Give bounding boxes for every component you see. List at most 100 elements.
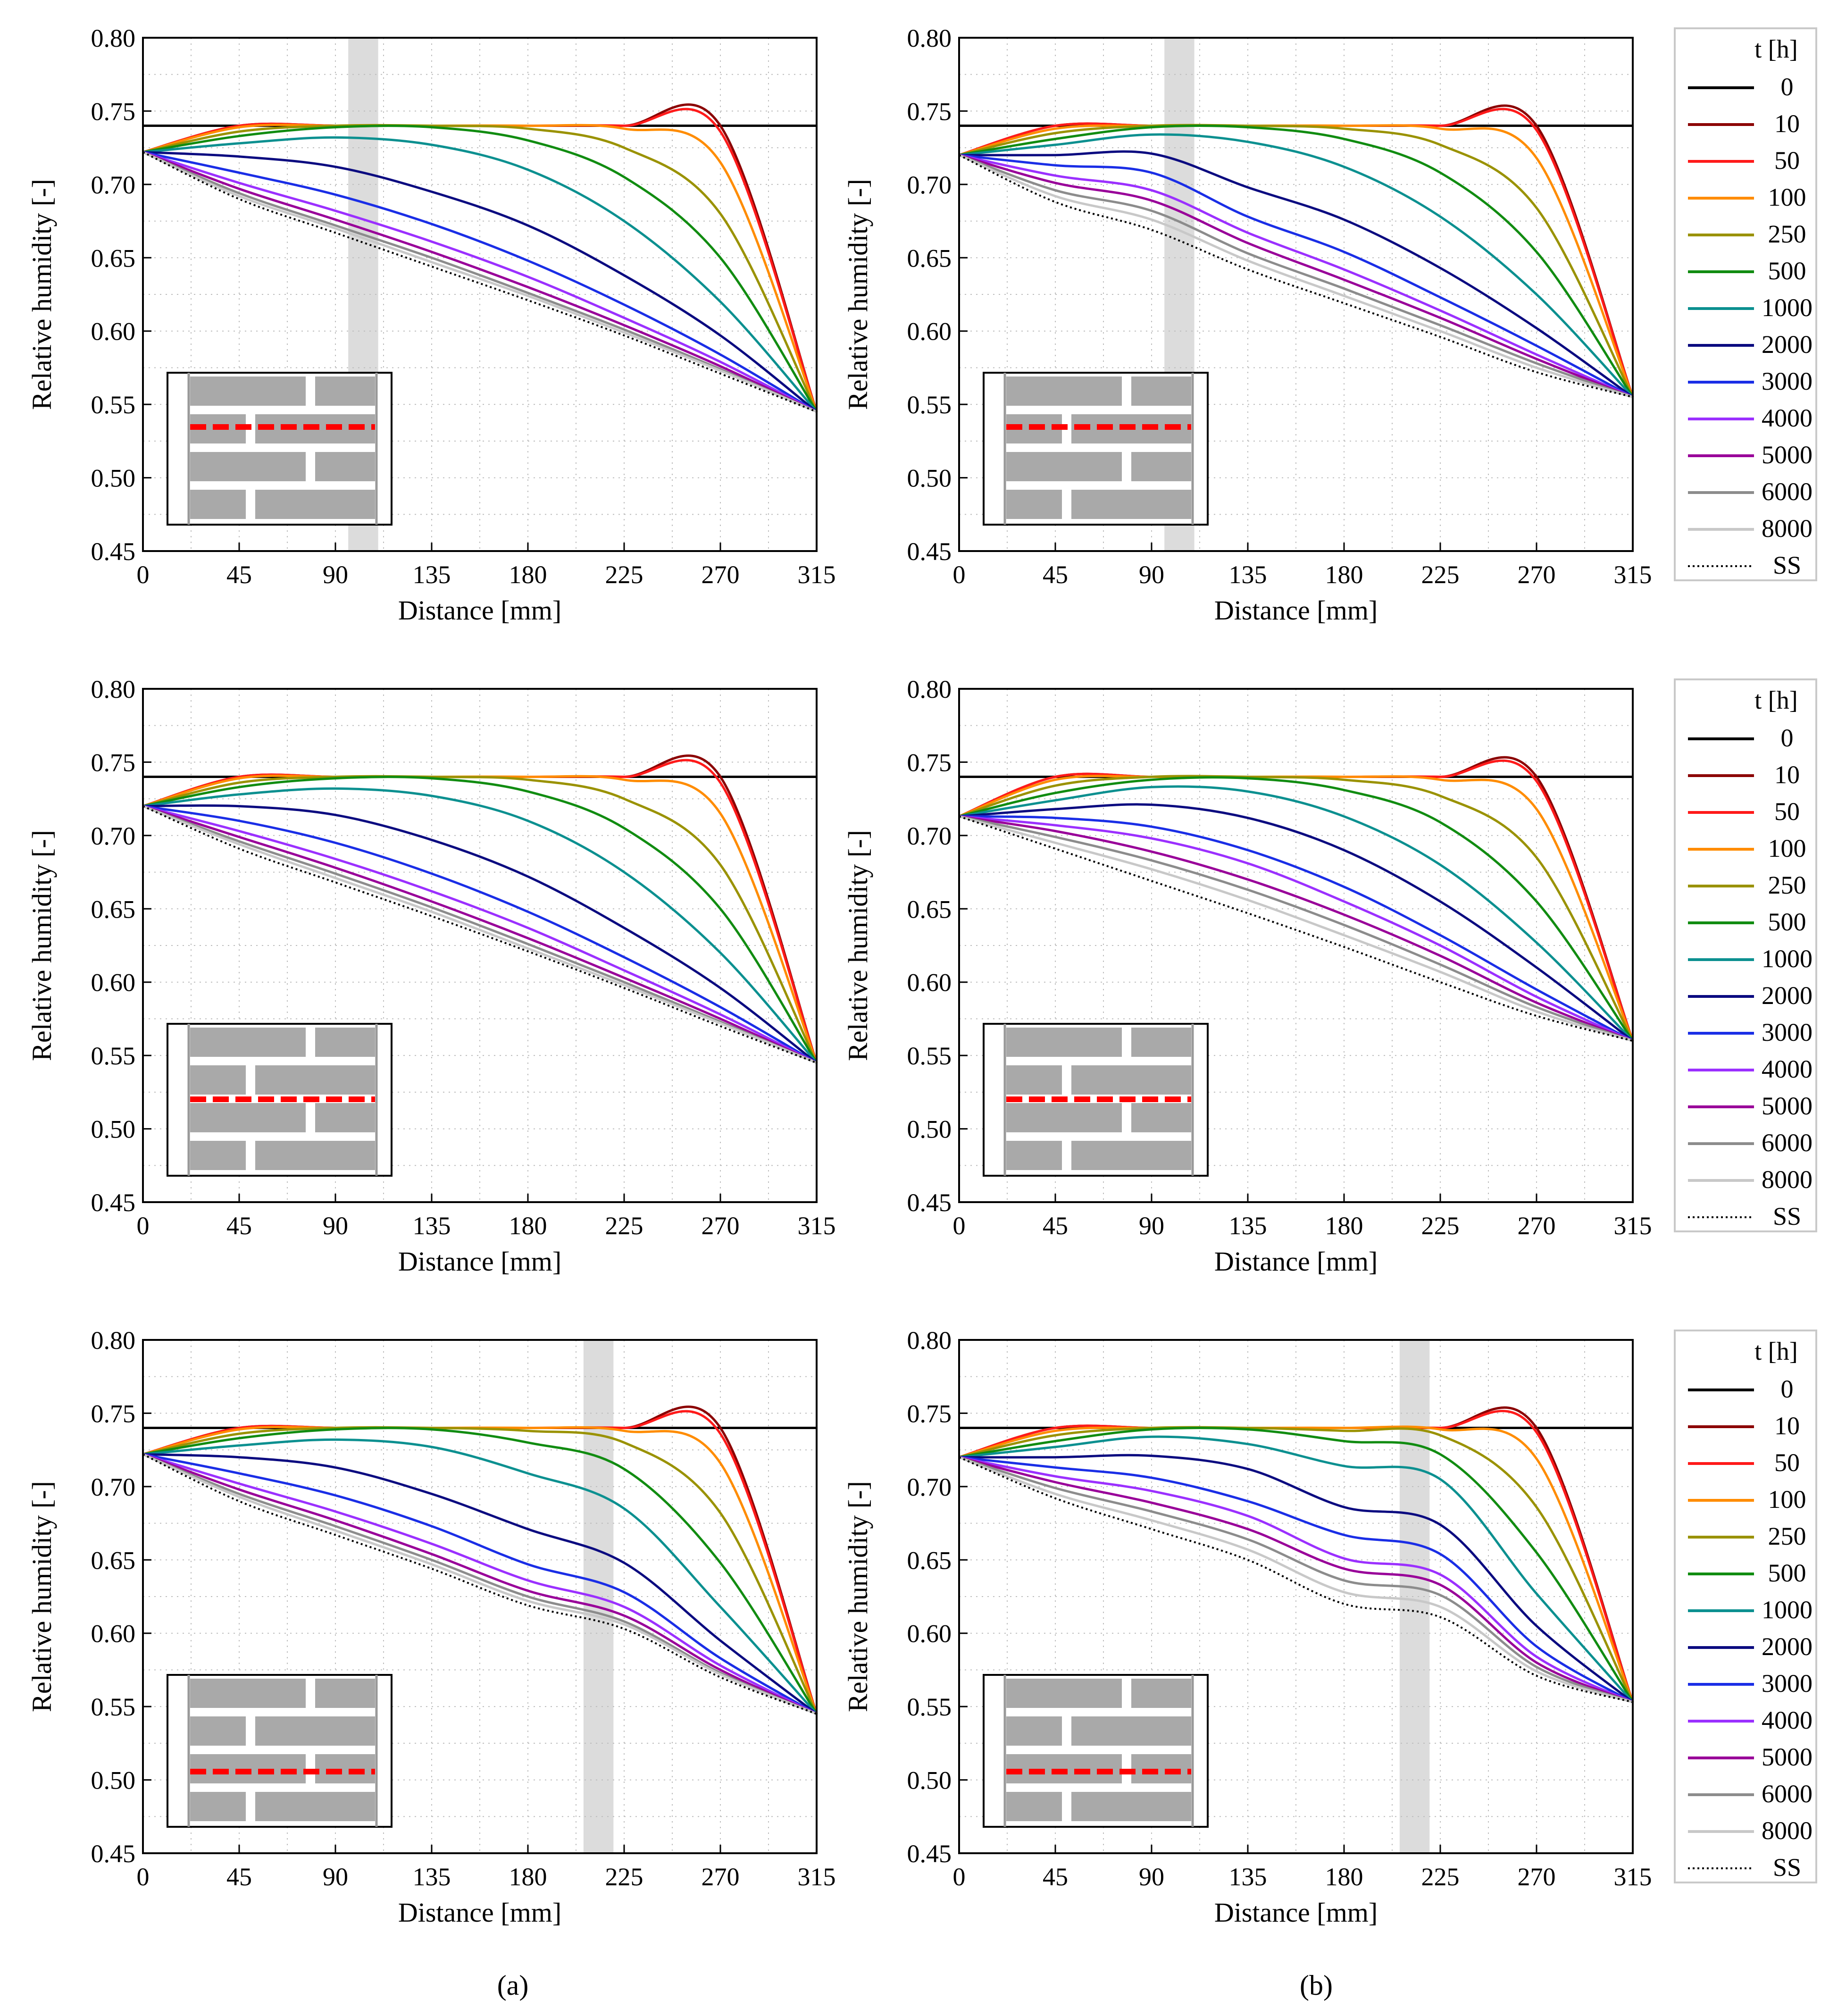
y-tick-label: 0.75 — [907, 97, 952, 125]
x-tick-label: 45 — [1043, 1863, 1068, 1891]
chart-a-row1: 0 45 90 135 180 225 270 315 0.45 0.50 0.55 0.60 0.65… — [26, 24, 836, 626]
y-tick-label: 0.55 — [907, 1693, 952, 1721]
series-line-8000 — [959, 1456, 1633, 1704]
legend-entry: 10 — [1774, 1412, 1800, 1440]
series-line-SS — [959, 1456, 1633, 1703]
y-tick-label: 0.65 — [91, 1546, 136, 1574]
wall-schematic-inset — [983, 1023, 1209, 1177]
y-tick-label: 0.80 — [91, 675, 136, 703]
series-line-6000 — [142, 1453, 817, 1715]
legend-entry: 1000 — [1762, 945, 1813, 973]
brick — [1006, 1679, 1122, 1708]
legend: t [h] 0 10 50 100 250 500 1000 2000 3000 4000 5000 6… — [1674, 1330, 1817, 1883]
x-tick-label: 135 — [1229, 1212, 1267, 1240]
series-line-500 — [959, 125, 1634, 398]
y-tick-label: 0.45 — [907, 1188, 952, 1217]
y-tick-label: 0.60 — [91, 1620, 136, 1648]
series-line-1000 — [959, 133, 1634, 398]
series-line-3000 — [142, 805, 818, 1064]
series-line-6000 — [959, 1456, 1633, 1704]
series-line-3000 — [959, 154, 1634, 398]
x-axis-label: Distance [mm] — [1214, 595, 1378, 626]
y-tick-label: 0.75 — [907, 748, 952, 777]
legend-entry: 4000 — [1762, 404, 1813, 432]
legend-entry: 8000 — [1762, 1816, 1813, 1845]
legend-entry: 1000 — [1762, 293, 1813, 322]
series-line-8000 — [959, 815, 1633, 1042]
series-line-4000 — [142, 1453, 818, 1715]
plot-frame — [958, 37, 1634, 552]
legend-entry: 3000 — [1762, 1018, 1813, 1046]
series-line-500 — [959, 1427, 1634, 1703]
chart-b-row1: 0 45 90 135 180 225 270 315 0.45 0.50 0.55 0.60 0.65… — [843, 24, 1817, 626]
series-line-5000 — [959, 154, 1633, 398]
brick — [190, 376, 306, 406]
legend-entry: 500 — [1768, 1559, 1806, 1587]
y-tick-label: 0.60 — [91, 969, 136, 997]
legend-entry: 10 — [1774, 109, 1800, 138]
wall-schematic-inset — [167, 1674, 393, 1828]
x-tick-label: 225 — [1421, 1863, 1460, 1891]
panel-label-a: (a) — [497, 1970, 529, 2001]
x-tick-label: 90 — [1139, 1212, 1164, 1240]
plot-frame — [958, 688, 1634, 1203]
legend-frame — [1674, 27, 1817, 581]
y-tick-label: 0.45 — [907, 1840, 952, 1868]
legend-entry: SS — [1773, 1202, 1801, 1230]
y-tick-label: 0.80 — [907, 1326, 952, 1355]
x-tick-label: 225 — [1421, 1212, 1460, 1240]
brick — [315, 376, 375, 406]
brick — [190, 1065, 246, 1095]
panel-label-b: (b) — [1300, 1970, 1333, 2001]
y-tick-label: 0.55 — [907, 391, 952, 419]
y-tick-label: 0.45 — [907, 537, 952, 566]
series-line-500 — [959, 776, 1634, 1042]
legend-entry: 500 — [1768, 257, 1806, 285]
brick — [315, 1679, 375, 1708]
legend-entry: 8000 — [1762, 1165, 1813, 1194]
x-tick-label: 90 — [323, 1863, 348, 1891]
legend-entry: 0 — [1781, 1375, 1794, 1403]
legend-entry: 3000 — [1762, 367, 1813, 395]
x-tick-label: 180 — [1325, 560, 1363, 589]
series-line-6000 — [959, 154, 1633, 398]
series-line-4000 — [142, 805, 818, 1064]
series-line-SS — [959, 815, 1633, 1042]
y-tick-label: 0.45 — [91, 1840, 136, 1868]
x-tick-label: 315 — [798, 1863, 836, 1891]
brick — [1131, 1103, 1191, 1132]
x-axis-label: Distance [mm] — [398, 595, 561, 626]
legend-entry: SS — [1773, 1853, 1801, 1882]
y-tick-label: 0.65 — [91, 244, 136, 272]
series-line-1000 — [142, 787, 818, 1064]
x-tick-label: 0 — [137, 560, 150, 589]
brick — [1006, 1065, 1062, 1095]
y-tick-label: 0.75 — [91, 1399, 136, 1428]
x-tick-label: 270 — [1518, 1863, 1556, 1891]
x-tick-label: 225 — [605, 560, 643, 589]
x-tick-label: 180 — [509, 560, 547, 589]
y-axis-label: Relative humidity [-] — [843, 179, 873, 410]
brick — [1131, 1028, 1191, 1057]
mortar-joint-band — [1399, 1340, 1430, 1853]
x-axis-label: Distance [mm] — [1214, 1897, 1378, 1928]
x-tick-label: 90 — [1139, 1863, 1164, 1891]
x-tick-label: 180 — [1325, 1212, 1363, 1240]
x-tick-label: 90 — [323, 1212, 348, 1240]
brick — [1006, 1141, 1062, 1170]
legend-frame — [1674, 1330, 1817, 1883]
chart-a-row2: 0 45 90 135 180 225 270 315 0.45 0.50 0.55 0.60 0.65… — [26, 675, 836, 1277]
y-tick-label: 0.65 — [907, 895, 952, 923]
legend-entry: 2000 — [1762, 1632, 1813, 1661]
x-tick-label: 270 — [702, 1212, 740, 1240]
series-line-2000 — [959, 1454, 1634, 1703]
legend-entry: 6000 — [1762, 477, 1813, 506]
y-axis-label: Relative humidity [-] — [26, 830, 57, 1061]
brick — [1006, 1103, 1122, 1132]
series-line-1000 — [142, 1438, 818, 1715]
series-line-2000 — [959, 803, 1634, 1042]
legend-entry: 2000 — [1762, 330, 1813, 359]
wall-schematic-inset — [167, 372, 393, 526]
series-line-3000 — [142, 1453, 818, 1715]
